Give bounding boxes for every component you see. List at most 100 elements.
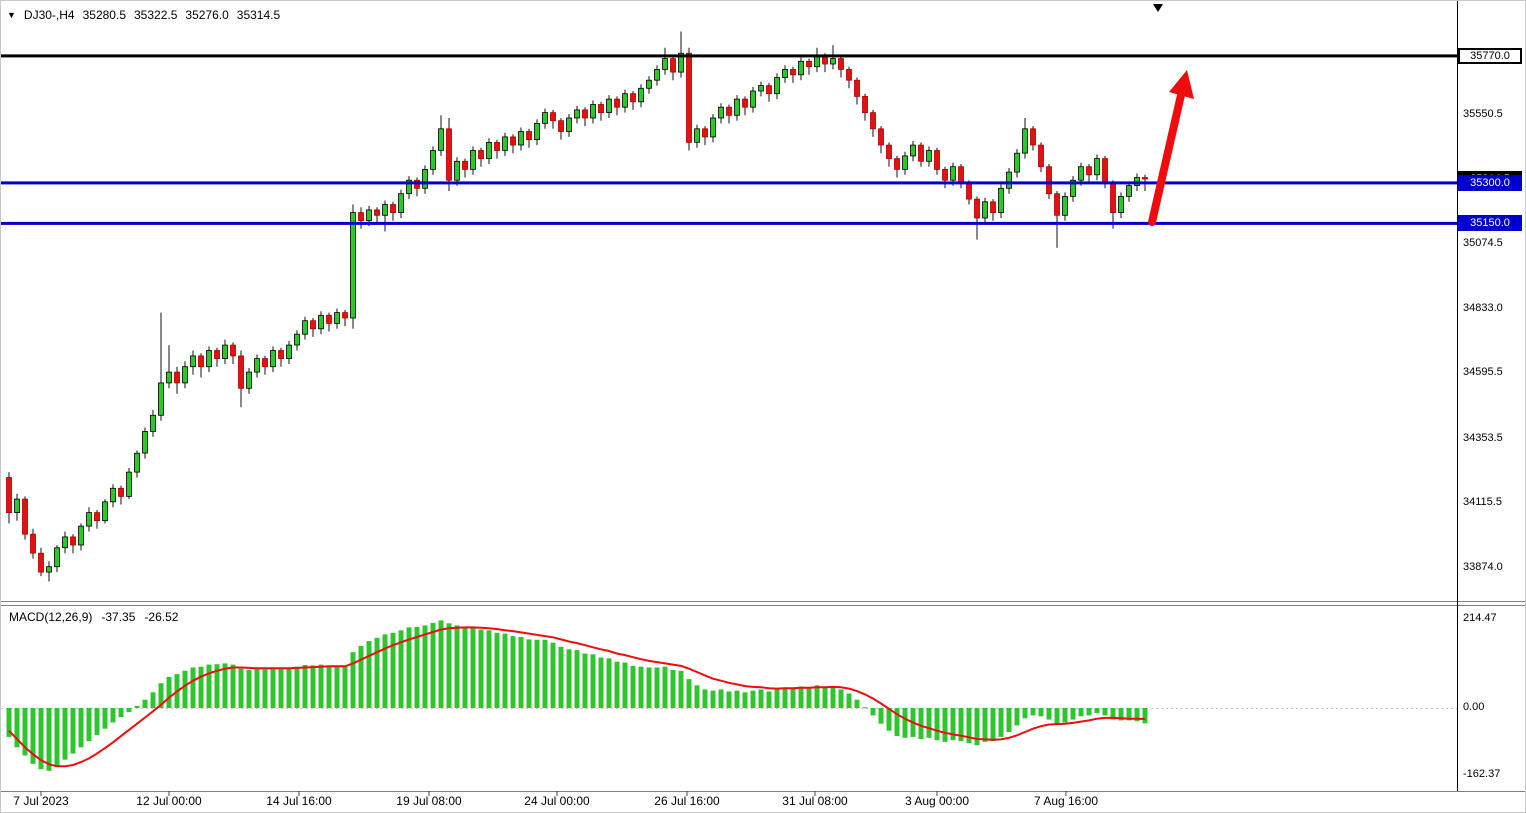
time-axis-label: 24 Jul 00:00 bbox=[524, 794, 590, 808]
candle-body bbox=[694, 128, 700, 143]
hline-35300.0[interactable] bbox=[1, 181, 1457, 185]
macd-bar bbox=[190, 667, 196, 708]
candle-body bbox=[998, 187, 1004, 214]
time-axis-label: 31 Jul 08:00 bbox=[782, 794, 848, 808]
candle-body bbox=[686, 52, 692, 143]
hline-price-tag[interactable]: 35150.0 bbox=[1458, 215, 1522, 232]
candle-body bbox=[94, 512, 100, 522]
price-axis-label: 34115.5 bbox=[1463, 496, 1502, 509]
macd-bar bbox=[310, 665, 316, 708]
time-axis-label: 7 Jul 2023 bbox=[13, 794, 69, 808]
macd-bar bbox=[1022, 708, 1028, 719]
candlestick-series bbox=[6, 31, 1148, 582]
candle-body bbox=[726, 106, 732, 116]
candle-body bbox=[702, 128, 708, 138]
candle-body bbox=[398, 193, 404, 213]
candle-body bbox=[454, 160, 460, 181]
candle-body bbox=[38, 552, 44, 573]
candle-body bbox=[670, 58, 676, 73]
macd-bar bbox=[430, 622, 436, 708]
candle-body bbox=[662, 58, 668, 70]
macd-bar bbox=[142, 699, 148, 708]
time-axis[interactable]: 7 Jul 2023 12 Jul 00:00 14 Jul 16:00 19 Jul… bbox=[1, 792, 1457, 812]
macd-bar bbox=[302, 665, 308, 708]
macd-bar bbox=[118, 708, 124, 718]
macd-bar bbox=[734, 690, 740, 708]
candle-body bbox=[342, 312, 348, 319]
candle-body bbox=[230, 344, 236, 357]
candle-body bbox=[766, 85, 772, 95]
candle-body bbox=[190, 355, 196, 368]
candle-body bbox=[110, 487, 116, 503]
macd-bar bbox=[358, 646, 364, 708]
candle-body bbox=[814, 55, 820, 68]
macd-bar bbox=[966, 708, 972, 744]
macd-bar bbox=[134, 705, 140, 708]
candle-body bbox=[678, 52, 684, 73]
macd-axis-label: -162.37 bbox=[1463, 768, 1501, 781]
hline-35150.0[interactable] bbox=[1, 221, 1457, 225]
macd-bar bbox=[958, 708, 964, 742]
hline-35770.0[interactable] bbox=[1, 54, 1457, 58]
macd-axis-label: 0.00 bbox=[1463, 701, 1485, 713]
candle-body bbox=[334, 312, 340, 324]
candle-body bbox=[6, 477, 12, 513]
candle-body bbox=[254, 358, 260, 373]
macd-bar bbox=[230, 664, 236, 708]
candle-body bbox=[1078, 166, 1084, 181]
macd-bar bbox=[102, 708, 108, 729]
candle-body bbox=[902, 155, 908, 170]
macd-bar bbox=[878, 708, 884, 724]
macd-bar bbox=[982, 708, 988, 742]
macd-bar bbox=[902, 708, 908, 738]
macd-bar bbox=[286, 667, 292, 708]
candle-body bbox=[854, 79, 860, 97]
autoscroll-marker-icon[interactable] bbox=[1153, 4, 1163, 12]
macd-bar bbox=[558, 646, 564, 708]
candle-body bbox=[1126, 185, 1132, 197]
candle-body bbox=[886, 144, 892, 160]
hline-price-tag[interactable]: 35770.0 bbox=[1458, 47, 1522, 64]
symbol-dropdown-icon[interactable]: ▼ bbox=[7, 10, 16, 20]
price-axis-label: 35074.5 bbox=[1463, 236, 1503, 249]
macd-bar bbox=[1070, 708, 1076, 720]
candle-body bbox=[286, 344, 292, 360]
candle-body bbox=[70, 536, 76, 546]
macd-bar bbox=[670, 670, 676, 708]
macd-bar bbox=[974, 708, 980, 746]
candle-body bbox=[1086, 166, 1092, 176]
macd-bar bbox=[806, 687, 812, 708]
quote-low: 35276.0 bbox=[185, 8, 229, 22]
macd-bar bbox=[542, 639, 548, 708]
candle-body bbox=[710, 117, 716, 138]
trend-arrow-head[interactable] bbox=[1169, 70, 1194, 99]
macd-bar bbox=[662, 666, 668, 708]
macd-bar bbox=[94, 708, 100, 735]
price-axis[interactable]: 35550.5 35074.5 34833.0 34595.5 34353.5 34115… bbox=[1457, 1, 1525, 791]
macd-bar bbox=[638, 666, 644, 708]
macd-bar bbox=[1086, 708, 1092, 716]
candle-body bbox=[462, 160, 468, 170]
candle-body bbox=[78, 525, 84, 546]
macd-bar bbox=[614, 661, 620, 708]
macd-bar bbox=[334, 665, 340, 708]
candle-body bbox=[494, 141, 500, 151]
macd-bar bbox=[1078, 708, 1084, 717]
macd-bar bbox=[46, 708, 52, 771]
trend-arrow-shaft[interactable] bbox=[1148, 91, 1185, 226]
hline-price-tag[interactable]: 35300.0 bbox=[1458, 174, 1522, 191]
macd-bar bbox=[478, 629, 484, 708]
macd-bar bbox=[406, 627, 412, 708]
macd-bar bbox=[598, 657, 604, 708]
macd-bar bbox=[822, 687, 828, 708]
candle-body bbox=[446, 128, 452, 181]
macd-bar bbox=[150, 692, 156, 708]
time-axis-label: 3 Aug 00:00 bbox=[904, 794, 970, 808]
macd-bar bbox=[926, 708, 932, 738]
time-axis-label: 7 Aug 16:00 bbox=[1033, 794, 1099, 808]
macd-bar bbox=[1062, 708, 1068, 723]
macd-bar bbox=[1126, 708, 1132, 721]
candle-body bbox=[878, 128, 884, 146]
